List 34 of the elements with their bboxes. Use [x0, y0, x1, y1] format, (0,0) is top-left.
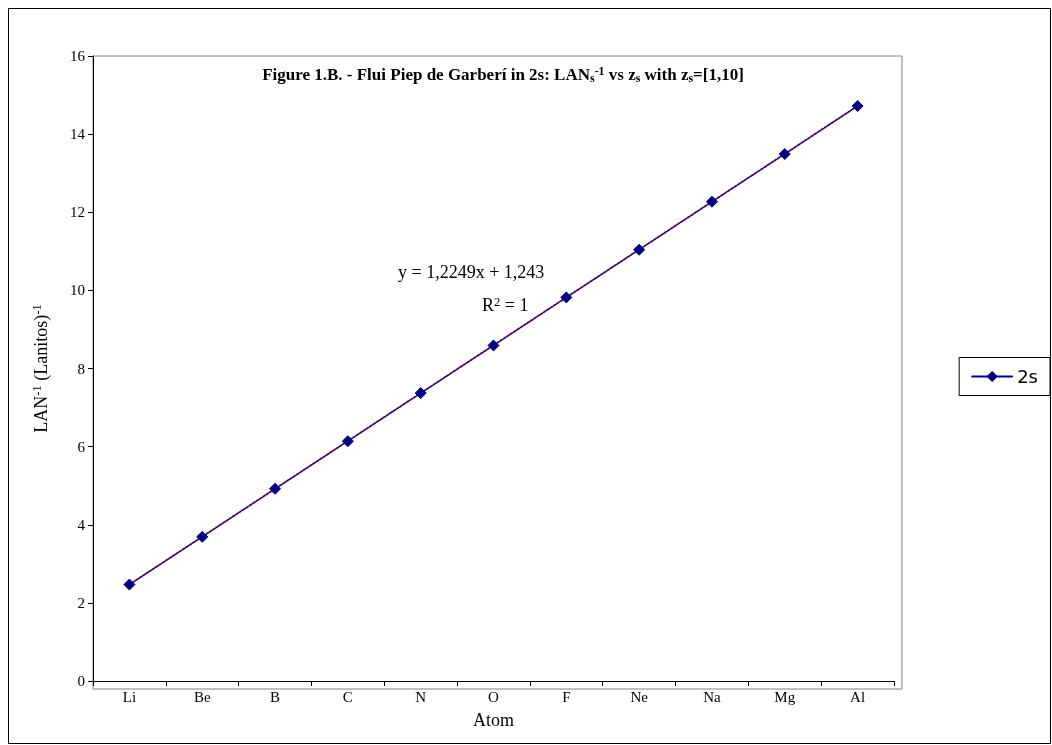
point	[705, 195, 718, 208]
y-tick-label: 14	[70, 126, 86, 143]
point	[341, 435, 354, 448]
x-tick-label: O	[488, 688, 500, 705]
x-axis-title: Atom	[472, 710, 515, 730]
x-tick-label: N	[415, 688, 427, 705]
point	[778, 148, 791, 161]
x-tick-label: Be	[193, 688, 211, 705]
x-tick-label: Li	[122, 688, 137, 705]
x-tick-label: Na	[703, 688, 722, 705]
x-tick-label: Mg	[774, 688, 796, 705]
x-tick-label: Al	[850, 688, 866, 705]
point	[123, 578, 136, 591]
y-tick-label: 0	[77, 673, 85, 689]
point	[487, 339, 500, 352]
x-tick-label: F	[562, 688, 571, 705]
y-tick-label: 16	[70, 48, 86, 64]
x-tick-label: C	[342, 688, 353, 705]
y-tick-label: 12	[70, 204, 85, 221]
point	[560, 291, 573, 304]
y-tick-label: 6	[77, 438, 86, 455]
point	[269, 482, 282, 495]
y-tick-label: 4	[77, 516, 86, 533]
point	[851, 100, 864, 112]
legend-label: 2s	[1017, 366, 1039, 387]
point	[196, 530, 209, 543]
y-tick-label: 10	[70, 282, 85, 299]
annotation: y = 1,2249x + 1,243	[398, 262, 545, 282]
y-tick-label: 2	[77, 594, 85, 611]
y-tick-label: 8	[77, 360, 85, 377]
point	[633, 243, 646, 256]
x-tick-label: B	[270, 688, 281, 705]
x-tick-label: Ne	[630, 688, 649, 705]
point	[414, 387, 427, 400]
